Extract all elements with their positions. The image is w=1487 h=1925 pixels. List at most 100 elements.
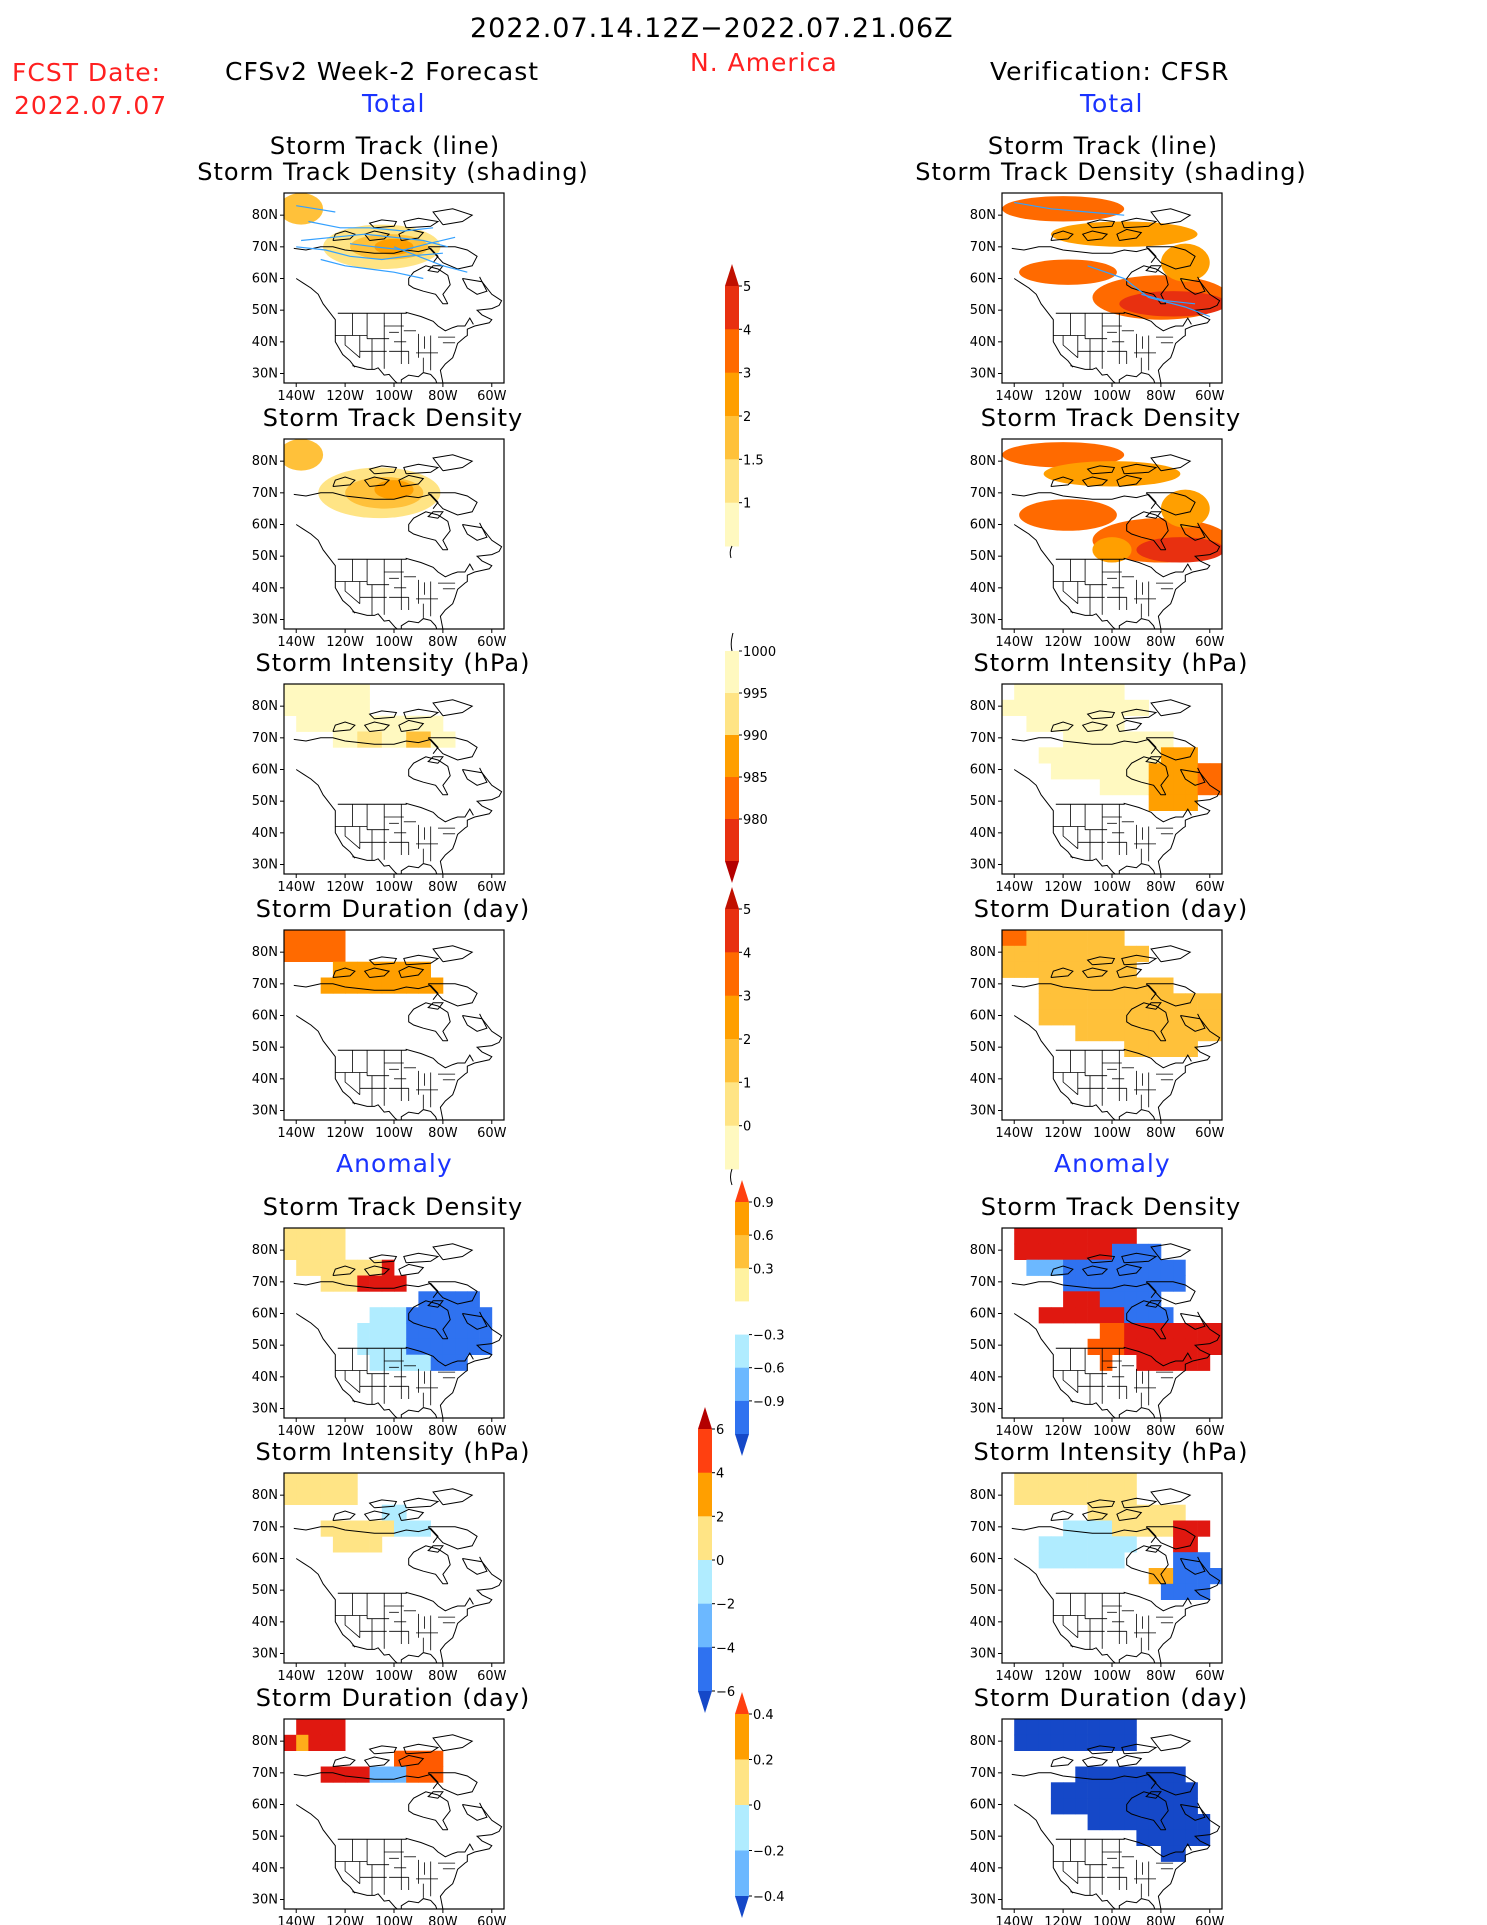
lon-tick-label: 100W <box>375 635 413 650</box>
colorbar-segment <box>735 1367 749 1402</box>
lon-tick-label: 100W <box>375 1424 413 1439</box>
colorbar-segment <box>725 651 739 694</box>
lon-tick-label: 140W <box>995 635 1033 650</box>
lon-tick-label: 120W <box>326 1915 364 1925</box>
lat-tick-label: 40N <box>970 1615 996 1630</box>
lat-tick-label: 80N <box>970 454 996 469</box>
colorbar-segment <box>698 1472 712 1517</box>
lon-tick-label: 80W <box>428 1669 458 1684</box>
lat-tick-label: 50N <box>970 549 996 564</box>
lon-tick-label: 100W <box>1093 635 1131 650</box>
colorbar-arrow-bottom <box>698 1691 712 1713</box>
left-anom-duration-map: 80N 70N 60N 50N 40N 30N 140W 120W 100W 80W 60W <box>252 1718 507 1925</box>
colorbar-segment <box>698 1647 712 1692</box>
colorbar-segment <box>725 459 739 504</box>
right-anom-density-map: 80N 70N 60N 50N 40N 30N 140W 120W 100W 80W 60W <box>970 1227 1225 1439</box>
lat-tick-label: 50N <box>970 1338 996 1353</box>
colorbar-arrow-bottom <box>735 1434 749 1456</box>
lat-tick-label: 70N <box>252 977 278 992</box>
lat-tick-label: 40N <box>252 826 278 841</box>
lon-tick-label: 120W <box>1044 1424 1082 1439</box>
right-density-map: 80N 70N 60N 50N 40N 30N 140W 120W 100W 80W 60W <box>970 438 1225 650</box>
lat-tick-label: 60N <box>252 763 278 778</box>
colorbar-label: −2 <box>716 1598 735 1613</box>
left-duration-map: 80N 70N 60N 50N 40N 30N 140W 120W 100W 80W 60W <box>252 929 507 1141</box>
lat-tick-label: 40N <box>970 1072 996 1087</box>
lat-tick-label: 30N <box>252 367 278 382</box>
colorbar-segment <box>725 909 739 953</box>
lat-tick-label: 30N <box>252 1104 278 1119</box>
colorbar-label: 3 <box>743 990 751 1005</box>
left-track-shading-title: Storm Track Density (shading) <box>197 158 589 186</box>
lat-tick-label: 80N <box>970 1488 996 1503</box>
colorbar-label: 4 <box>743 946 751 961</box>
colorbar-segment <box>735 1850 749 1897</box>
lat-tick-label: 70N <box>970 1766 996 1781</box>
colorbar-label: 0.3 <box>753 1262 774 1277</box>
colorbar-segment <box>735 1268 749 1302</box>
lat-tick-label: 40N <box>252 581 278 596</box>
left-anomaly-label: Anomaly <box>336 1149 453 1178</box>
right-track-map: 80N 70N 60N 50N 40N 30N 140W 120W 100W 80W 60W <box>970 192 1225 404</box>
lat-tick-label: 40N <box>970 826 996 841</box>
lon-tick-label: 120W <box>1044 880 1082 895</box>
colorbar-label: 1.5 <box>743 453 764 468</box>
lat-tick-label: 80N <box>970 945 996 960</box>
colorbar-label: 1 <box>743 1076 751 1091</box>
lat-tick-label: 30N <box>970 1893 996 1908</box>
lat-tick-label: 50N <box>970 1040 996 1055</box>
lon-tick-label: 80W <box>428 880 458 895</box>
lon-tick-label: 100W <box>375 880 413 895</box>
lat-tick-label: 40N <box>252 1072 278 1087</box>
colorbar-segment <box>698 1603 712 1648</box>
lat-tick-label: 50N <box>970 1583 996 1598</box>
lon-tick-label: 100W <box>375 1126 413 1141</box>
lon-tick-label: 60W <box>1195 635 1225 650</box>
colorbar-label: 4 <box>743 323 751 338</box>
colorbar-arrow-top <box>735 1692 749 1714</box>
colorbar-arrow-top <box>725 264 739 286</box>
verification-title: Verification: CFSR <box>990 57 1230 86</box>
lat-tick-label: 80N <box>970 1243 996 1258</box>
colorbar-label: 2 <box>716 1510 724 1525</box>
lat-tick-label: 50N <box>252 1829 278 1844</box>
lon-tick-label: 100W <box>375 389 413 404</box>
colorbar-label: 985 <box>743 771 768 786</box>
duration-anom-colorbar: 0.4 0.2 0 −0.2 −0.4 <box>733 1690 793 1920</box>
lon-tick-label: 80W <box>428 1126 458 1141</box>
colorbar-segment <box>698 1516 712 1561</box>
lat-tick-label: 60N <box>252 518 278 533</box>
lon-tick-label: 80W <box>1146 1126 1176 1141</box>
lat-tick-label: 40N <box>970 1861 996 1876</box>
lat-tick-label: 60N <box>252 272 278 287</box>
lat-tick-label: 60N <box>970 1798 996 1813</box>
lat-tick-label: 70N <box>252 1520 278 1535</box>
colorbar-segment <box>725 286 739 330</box>
lon-tick-label: 120W <box>326 880 364 895</box>
lat-tick-label: 50N <box>252 303 278 318</box>
lon-tick-label: 80W <box>1146 1669 1176 1684</box>
colorbar-segment <box>735 1759 749 1806</box>
lat-tick-label: 40N <box>970 581 996 596</box>
lat-tick-label: 60N <box>970 1552 996 1567</box>
lon-tick-label: 60W <box>1195 1915 1225 1925</box>
left-track-map: 80N 70N 60N 50N 40N 30N 140W 120W 100W 80W 60W <box>252 192 507 404</box>
colorbar-label: 1000 <box>743 645 776 660</box>
lat-tick-label: 40N <box>970 335 996 350</box>
left-anom-intensity-title: Storm Intensity (hPa) <box>255 1438 531 1466</box>
colorbar-label: 6 <box>716 1423 724 1438</box>
lat-tick-label: 50N <box>970 303 996 318</box>
right-intensity-map: 80N 70N 60N 50N 40N 30N 140W 120W 100W 80W 60W <box>970 683 1225 895</box>
lon-tick-label: 100W <box>1093 1915 1131 1925</box>
lon-tick-label: 80W <box>428 1424 458 1439</box>
colorbar-segment <box>725 329 739 374</box>
lon-tick-label: 100W <box>1093 1669 1131 1684</box>
left-total-label: Total <box>362 89 426 118</box>
colorbar-label: 2 <box>743 1033 751 1048</box>
lat-tick-label: 40N <box>252 335 278 350</box>
lat-tick-label: 40N <box>252 1615 278 1630</box>
lat-tick-label: 50N <box>252 1338 278 1353</box>
colorbar-label: 980 <box>743 813 768 828</box>
lon-tick-label: 120W <box>1044 389 1082 404</box>
lat-tick-label: 70N <box>970 731 996 746</box>
